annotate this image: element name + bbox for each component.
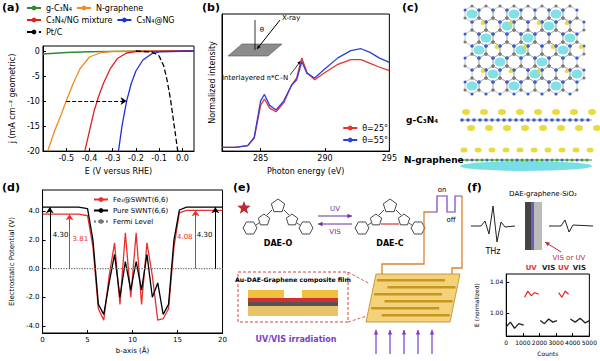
svg-text:VIS: VIS [329,228,341,236]
svg-text:4.30: 4.30 [53,231,69,239]
svg-text:DAE-C: DAE-C [376,239,404,248]
svg-text:1.00: 1.00 [490,309,504,316]
svg-text:-2.0: -2.0 [26,293,40,301]
html-text:(b): (b) [202,1,220,14]
svg-text:THz: THz [484,247,500,256]
svg-text:-0.1: -0.1 [151,154,167,163]
svg-text:4000: 4000 [565,339,580,346]
svg-text:E (V versus RHE): E (V versus RHE) [85,167,152,176]
svg-text:1000: 1000 [515,339,530,346]
svg-text:Au-DAE-Graphene composite film: Au-DAE-Graphene composite film [235,276,351,284]
svg-text:Interlayered π*C–N: Interlayered π*C–N [222,74,288,82]
svg-text:2000: 2000 [532,339,547,346]
svg-text:g-C₃N₄: g-C₃N₄ [406,115,438,125]
svg-text:N-graphene: N-graphene [404,155,464,165]
svg-text:4.30: 4.30 [197,231,213,239]
svg-text:0: 0 [504,339,508,346]
svg-text:VIS: VIS [542,264,555,272]
svg-text:DAE-O: DAE-O [264,239,293,248]
svg-text:C₃N₄/NG mixture: C₃N₄/NG mixture [46,16,112,25]
svg-text:0.0: 0.0 [28,265,39,273]
svg-text:5: 5 [85,336,89,344]
svg-text:4.0: 4.0 [28,207,39,215]
svg-text:VIS or UV: VIS or UV [553,254,586,262]
svg-text:-15: -15 [27,122,40,131]
svg-text:0: 0 [40,336,44,344]
svg-text:20: 20 [218,336,227,344]
svg-text:Pt/C: Pt/C [46,28,63,37]
svg-text:Fe₄@SWNT(6,6): Fe₄@SWNT(6,6) [113,196,168,204]
svg-text:-0.5: -0.5 [58,154,74,163]
svg-text:0.0: 0.0 [176,154,189,163]
svg-text:UV: UV [558,264,570,272]
svg-text:290: 290 [317,154,332,163]
svg-text:C₃N₄@NG: C₃N₄@NG [136,16,174,25]
svg-text:UV: UV [526,264,538,272]
svg-text:10: 10 [128,336,137,344]
svg-text:X-ray: X-ray [282,14,300,22]
svg-text:Normalized intensity: Normalized intensity [208,41,217,124]
svg-text:j (mA cm⁻² geometric): j (mA cm⁻² geometric) [8,54,17,145]
svg-text:-0.4: -0.4 [82,154,98,163]
svg-text:-0.3: -0.3 [105,154,121,163]
svg-text:4.08: 4.08 [177,233,193,241]
svg-text:Fermi Level: Fermi Level [113,218,153,226]
html-text:(f): (f) [467,181,482,194]
svg-text:2.0: 2.0 [28,236,39,244]
svg-text:3000: 3000 [548,339,563,346]
svg-text:Electrostatic Potential (V): Electrostatic Potential (V) [8,217,16,306]
svg-text:295: 295 [382,154,397,163]
html-text:(c): (c) [402,1,419,14]
svg-text:-20: -20 [27,147,40,156]
html-text:(d): (d) [2,181,20,194]
svg-text:5000: 5000 [582,339,597,346]
svg-text:Photon energy (eV): Photon energy (eV) [267,167,345,176]
svg-text:VIS: VIS [573,264,586,272]
svg-text:Counts: Counts [537,350,558,357]
svg-text:-4.0: -4.0 [26,322,40,330]
svg-text:-0.2: -0.2 [128,154,144,163]
svg-text:E (normalized): E (normalized) [473,283,480,327]
svg-text:285: 285 [253,154,268,163]
svg-text:0: 0 [35,47,40,56]
svg-text:θ: θ [260,26,264,34]
svg-text:b-axis (Å): b-axis (Å) [116,346,150,355]
svg-text:g-C₃N₄: g-C₃N₄ [46,4,72,13]
html-text:(a): (a) [2,1,20,14]
svg-text:UV: UV [330,205,340,213]
svg-text:3.81: 3.81 [73,235,89,243]
svg-text:DAE-graphene-SiO₂: DAE-graphene-SiO₂ [509,190,577,198]
svg-text:1.04: 1.04 [490,278,504,285]
svg-text:θ=55°: θ=55° [362,136,388,145]
svg-text:off: off [446,216,455,224]
svg-text:N-graphene: N-graphene [96,4,143,13]
svg-text:UV/VIS irradiation: UV/VIS irradiation [256,335,337,344]
html-text:(e): (e) [233,181,251,194]
svg-text:θ=25°: θ=25° [362,124,388,133]
svg-text:15: 15 [173,336,182,344]
svg-text:-5: -5 [32,72,40,81]
svg-text:Pure SWNT(6,6): Pure SWNT(6,6) [113,207,169,215]
svg-text:on: on [438,186,447,194]
svg-text:-10: -10 [27,97,40,106]
